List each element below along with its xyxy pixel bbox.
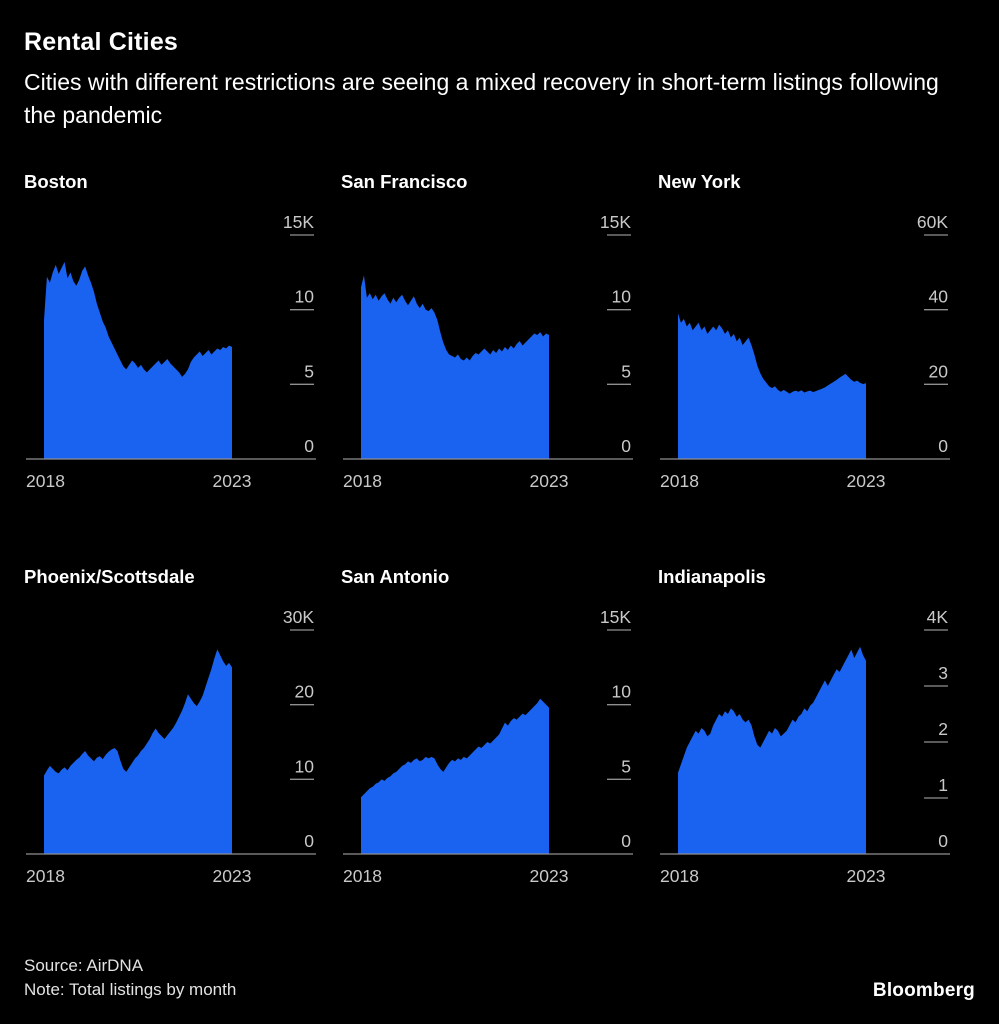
chart-title: Phoenix/Scottsdale: [24, 566, 195, 588]
area-series: [678, 313, 866, 460]
y-tick-label: 10: [295, 287, 315, 307]
chart-panel-boston: Boston 15K 10 5 0 2018 2023: [24, 171, 329, 528]
x-tick-label-end: 2023: [847, 866, 886, 886]
y-tick-label: 5: [304, 362, 314, 382]
area-chart: 4K 3 2 1 0 2018 2023: [660, 607, 950, 886]
source-text: Source: AirDNA: [24, 955, 144, 975]
chart-panel-new-york: New York 60K 40 20 0 2018 2023: [658, 171, 963, 528]
y-tick-label: 1: [938, 775, 948, 795]
y-tick-label: 10: [612, 287, 632, 307]
x-tick-label-end: 2023: [213, 471, 252, 491]
chart-header: Rental Cities Cities with different rest…: [0, 0, 999, 131]
x-tick-label-end: 2023: [530, 866, 569, 886]
chart-panel-san-antonio: San Antonio 15K 10 5 0 2018 2023: [341, 566, 646, 923]
area-chart: 60K 40 20 0 2018 2023: [660, 212, 950, 491]
y-tick-label: 15K: [600, 212, 631, 232]
chart-title: San Francisco: [341, 171, 468, 193]
footnotes: Source: AirDNA Note: Total listings by m…: [24, 954, 236, 1002]
y-tick-label: 4K: [927, 607, 949, 627]
chart-title: Boston: [24, 171, 88, 193]
y-tick-label: 0: [621, 436, 631, 456]
y-tick-label: 0: [621, 831, 631, 851]
y-tick-label: 5: [621, 362, 631, 382]
y-tick-label: 0: [304, 436, 314, 456]
chart-title: Indianapolis: [658, 566, 766, 588]
y-tick-label: 3: [938, 663, 948, 683]
y-tick-label: 0: [938, 831, 948, 851]
y-tick-label: 5: [621, 757, 631, 777]
x-tick-label-start: 2018: [343, 471, 382, 491]
y-tick-label: 20: [295, 682, 315, 702]
x-tick-label-end: 2023: [213, 866, 252, 886]
x-tick-label-start: 2018: [343, 866, 382, 886]
y-tick-label: 10: [295, 757, 315, 777]
chart-panel-san-francisco: San Francisco 15K 10 5 0 2018 2023: [341, 171, 646, 528]
area-chart: 15K 10 5 0 2018 2023: [26, 212, 316, 491]
bloomberg-logo: Bloomberg: [872, 980, 975, 1001]
area-chart: 15K 10 5 0 2018 2023: [343, 212, 633, 491]
note-text: Note: Total listings by month: [24, 979, 237, 999]
area-series: [678, 647, 866, 855]
subtitle: Cities with different restrictions are s…: [24, 69, 939, 128]
y-tick-label: 10: [612, 682, 632, 702]
x-tick-label-start: 2018: [26, 866, 65, 886]
area-chart: 15K 10 5 0 2018 2023: [343, 607, 633, 886]
area-series: [361, 275, 549, 460]
area-series: [44, 262, 232, 460]
x-tick-label-start: 2018: [660, 471, 699, 491]
y-tick-label: 15K: [283, 212, 314, 232]
x-tick-label-end: 2023: [530, 471, 569, 491]
area-chart: 30K 20 10 0 2018 2023: [26, 607, 316, 886]
x-tick-label-start: 2018: [660, 866, 699, 886]
y-tick-label: 60K: [917, 212, 948, 232]
chart-title: New York: [658, 171, 741, 193]
charts-grid: Boston 15K 10 5 0 2018 2023 San Francisco 15K 10 5…: [0, 171, 999, 923]
y-tick-label: 0: [304, 831, 314, 851]
x-tick-label-start: 2018: [26, 471, 65, 491]
main-title: Rental Cities: [24, 28, 179, 56]
footer: Source: AirDNA Note: Total listings by m…: [0, 954, 999, 1024]
x-tick-label-end: 2023: [847, 471, 886, 491]
y-tick-label: 15K: [600, 607, 631, 627]
y-tick-label: 2: [938, 719, 948, 739]
chart-panel-indianapolis: Indianapolis 4K 3 2 1 0 2018 2023: [658, 566, 963, 923]
y-tick-label: 0: [938, 436, 948, 456]
chart-title: San Antonio: [341, 566, 450, 588]
y-tick-label: 30K: [283, 607, 314, 627]
area-series: [44, 649, 232, 855]
y-tick-label: 40: [929, 287, 949, 307]
area-series: [361, 699, 549, 855]
y-tick-label: 20: [929, 362, 949, 382]
chart-panel-phoenix-scottsdale: Phoenix/Scottsdale 30K 20 10 0 2018 2023: [24, 566, 329, 923]
